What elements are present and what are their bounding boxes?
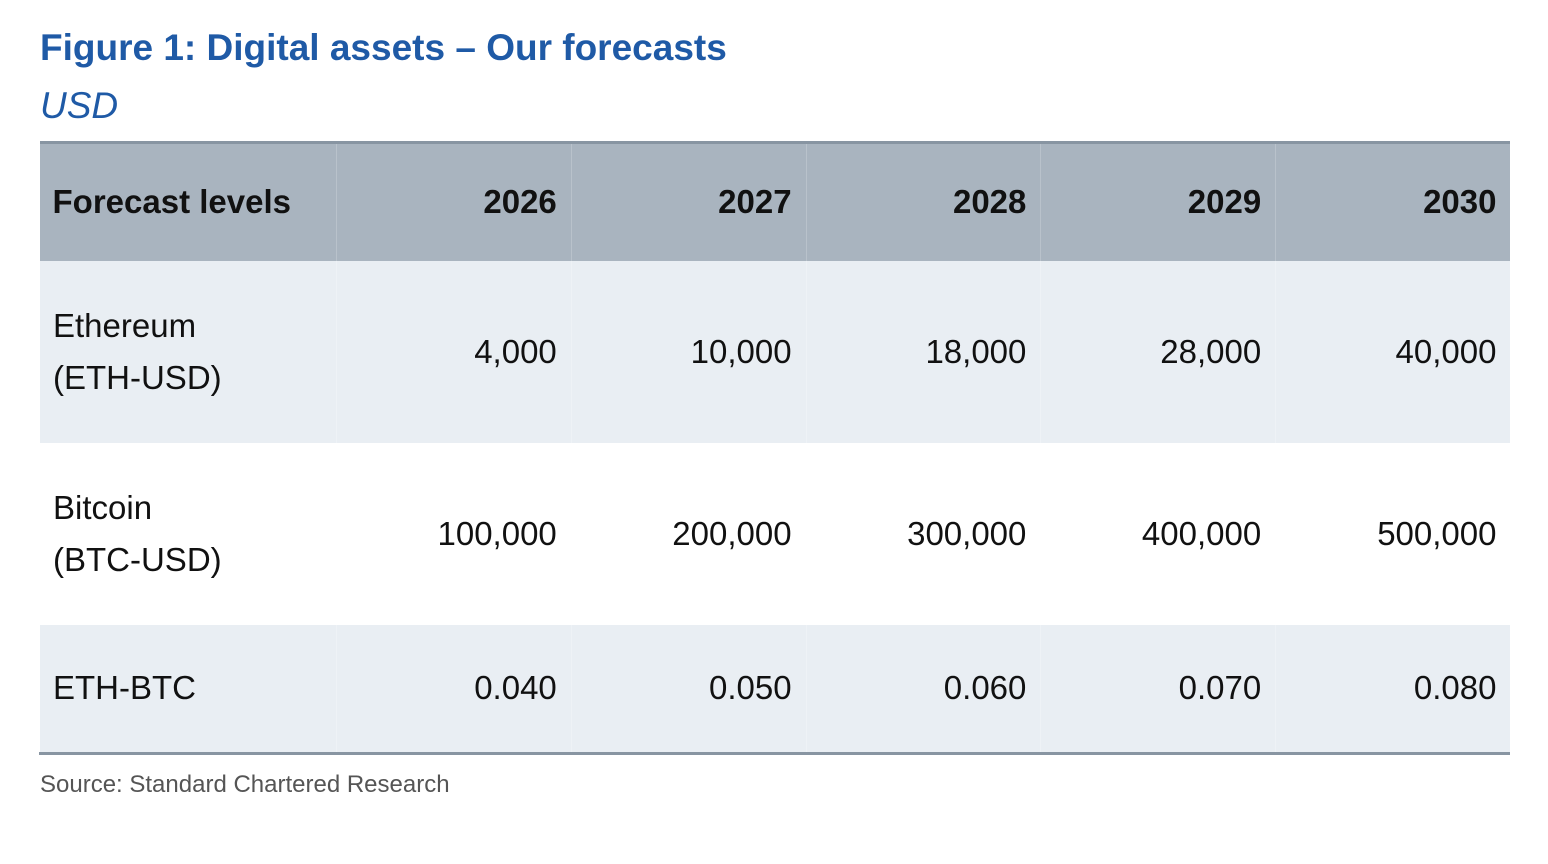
header-year-2028: 2028	[805, 142, 1041, 261]
row-label-line: Ethereum	[53, 306, 197, 344]
table-cell: 200,000	[571, 442, 807, 625]
table-row: ETH-BTC 0.040 0.050 0.060 0.070 0.080	[39, 624, 1511, 754]
row-label-bitcoin: Bitcoin (BTC-USD)	[39, 442, 337, 625]
table-row: Ethereum (ETH-USD) 4,000 10,000 18,000 2…	[39, 260, 1511, 443]
table-cell: 0.060	[805, 624, 1041, 754]
table-header-row: Forecast levels 2026 2027 2028 2029 2030	[39, 142, 1511, 261]
row-label-line: Bitcoin	[53, 488, 153, 526]
header-year-2030: 2030	[1275, 142, 1511, 261]
table-cell: 0.070	[1040, 624, 1276, 754]
header-forecast-levels: Forecast levels	[39, 142, 337, 261]
table-cell: 10,000	[570, 260, 807, 443]
source-note: Source: Standard Chartered Research	[40, 771, 450, 798]
table-cell: 28,000	[1040, 260, 1276, 443]
table-cell: 300,000	[806, 442, 1041, 625]
header-year-2026: 2026	[336, 142, 572, 261]
table-cell: 18,000	[805, 260, 1041, 443]
figure-subtitle: USD	[40, 85, 119, 126]
table-cell: 40,000	[1275, 260, 1511, 443]
table-cell: 0.040	[336, 624, 572, 754]
row-label-line: (BTC-USD)	[53, 540, 222, 578]
table-cell: 0.080	[1275, 624, 1511, 754]
row-label-line: (ETH-USD)	[53, 358, 222, 396]
forecast-table: Forecast levels 2026 2027 2028 2029 2030…	[39, 141, 1511, 755]
table-row: Bitcoin (BTC-USD) 100,000 200,000 300,00…	[39, 442, 1511, 625]
header-year-2027: 2027	[570, 142, 807, 261]
table-cell: 100,000	[336, 442, 572, 625]
header-year-2029: 2029	[1040, 142, 1276, 261]
table-cell: 4,000	[336, 260, 572, 443]
figure-title: Figure 1: Digital assets – Our forecasts	[40, 27, 727, 68]
row-label-ethereum: Ethereum (ETH-USD)	[39, 260, 337, 443]
row-label-line: ETH-BTC	[53, 669, 196, 707]
table-cell: 400,000	[1040, 442, 1276, 625]
table-cell: 0.050	[570, 624, 807, 754]
table-cell: 500,000	[1275, 442, 1511, 625]
forecast-table-wrapper: Forecast levels 2026 2027 2028 2029 2030…	[39, 141, 1511, 755]
row-label-eth-btc: ETH-BTC	[39, 624, 337, 754]
